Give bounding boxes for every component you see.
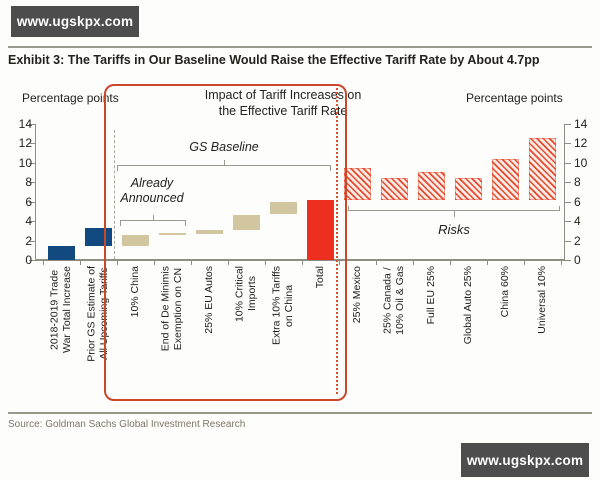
x-axis-label: Full EU 25% [424, 266, 437, 325]
y-tick-label: 14 [18, 117, 32, 132]
y-tick-label: 4 [25, 214, 32, 229]
y-tick [29, 182, 35, 184]
watermark-top: www.ugskpx.com [11, 6, 139, 37]
y-tick-label: 10 [18, 155, 32, 170]
x-tick [153, 261, 155, 265]
x-axis-label: 2018-2019 Trade War Total Increase [48, 266, 74, 353]
y-tick [29, 162, 35, 164]
y-tick [29, 201, 35, 203]
bar-3 [121, 234, 149, 247]
footer-divider [8, 412, 592, 414]
y-tick [29, 221, 35, 223]
x-tick [375, 261, 377, 265]
bar-12 [454, 178, 482, 200]
y-tick-label: 0 [574, 253, 581, 267]
bar-5 [195, 229, 223, 234]
left-axis-title: Percentage points [22, 91, 119, 105]
y-tick-label: 0 [25, 253, 32, 267]
bar-4 [158, 233, 186, 236]
y-tick [29, 143, 35, 145]
y-tick [565, 201, 571, 203]
x-axis-label: 25% Canada / 10% Oil & Gas [381, 266, 407, 335]
chart-annotation-title: Impact of Tariff Increases on the Effect… [204, 88, 362, 118]
y-tick-label: 12 [18, 136, 32, 151]
y-tick-label: 6 [574, 194, 581, 209]
y-tick-label: 8 [25, 175, 32, 190]
x-axis [35, 259, 565, 261]
x-tick [486, 261, 488, 265]
x-axis-label: 25% Mexico [350, 266, 363, 324]
bar-7 [269, 201, 297, 215]
x-tick [338, 261, 340, 265]
y-tick [29, 124, 35, 126]
y-tick-label: 6 [25, 194, 32, 209]
y-tick [565, 260, 571, 261]
already-announced-bracket [120, 215, 186, 226]
y-tick-label: 2 [25, 233, 32, 248]
y-tick [565, 240, 571, 242]
gs-baseline-label: GS Baseline [189, 140, 259, 154]
y-tick-label: 2 [574, 233, 581, 248]
x-tick [412, 261, 414, 265]
x-tick [449, 261, 451, 265]
x-axis-label: Universal 10% [535, 266, 548, 334]
x-tick [264, 261, 266, 265]
x-tick [523, 261, 525, 265]
x-tick [116, 261, 118, 265]
bar-14 [528, 137, 556, 200]
x-axis-label: Global Auto 25% [461, 266, 474, 345]
baseline-highlight-box [104, 84, 347, 401]
y-tick-label: 4 [574, 214, 581, 229]
bar-6 [232, 215, 260, 230]
y-axis-right [564, 124, 565, 260]
x-axis-label: China 60% [498, 266, 511, 318]
bar-8 [306, 199, 334, 260]
watermark-bottom: www.ugskpx.com [461, 443, 589, 477]
y-tick-label: 8 [574, 175, 581, 190]
y-tick [565, 162, 571, 164]
y-tick [565, 124, 571, 126]
bar-11 [417, 171, 445, 200]
risks-bracket [348, 206, 560, 217]
y-tick [565, 182, 571, 184]
bar-10 [380, 178, 408, 200]
source-text: Source: Goldman Sachs Global Investment … [8, 419, 246, 430]
y-tick [29, 260, 35, 261]
y-tick [29, 240, 35, 242]
page-title: Exhibit 3: The Tariffs in Our Baseline W… [8, 53, 540, 67]
x-tick [227, 261, 229, 265]
already-announced-label: Already Announced [120, 176, 184, 205]
x-tick [301, 261, 303, 265]
y-tick-label: 10 [574, 155, 588, 170]
highlight-box-dotted-edge [336, 88, 338, 394]
x-tick [42, 261, 44, 265]
header-divider [8, 46, 592, 48]
y-axis-left [35, 124, 36, 260]
y-tick [565, 143, 571, 145]
dashed-separator-line [114, 130, 115, 259]
gs-baseline-bracket [117, 160, 331, 171]
bar-13 [491, 159, 519, 200]
bar-1 [47, 246, 75, 260]
y-tick-label: 12 [574, 136, 588, 151]
x-tick [560, 261, 562, 265]
y-tick [565, 221, 571, 223]
right-axis-title: Percentage points [466, 91, 563, 105]
y-tick-label: 14 [574, 117, 588, 132]
risks-label: Risks [438, 222, 470, 237]
bar-9 [343, 167, 371, 200]
x-tick [79, 261, 81, 265]
x-tick [190, 261, 192, 265]
